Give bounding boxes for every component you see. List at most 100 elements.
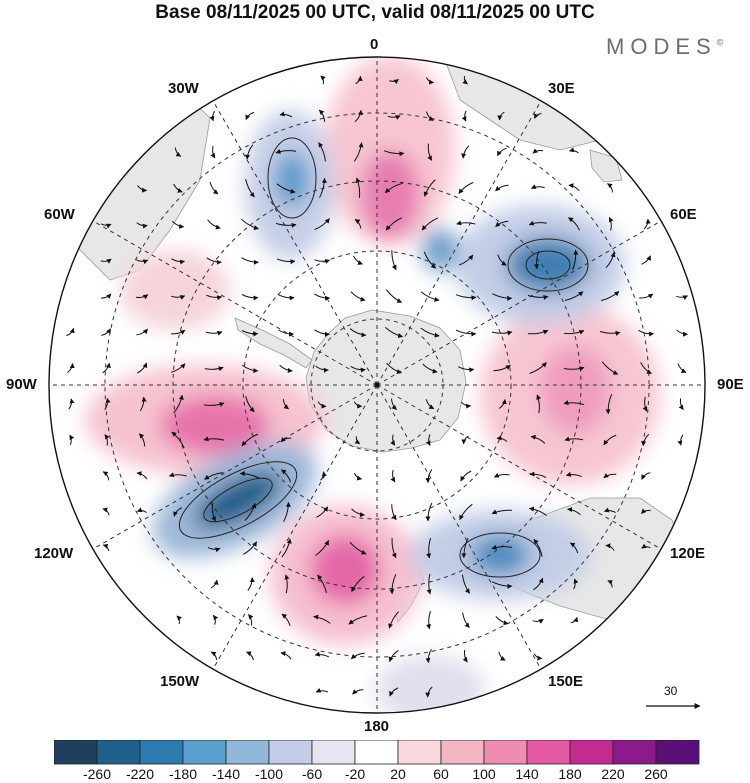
colorbar-tick-label: 260 <box>644 766 668 782</box>
wind-vector <box>491 581 513 589</box>
wind-vector <box>530 434 546 444</box>
wind-vector <box>391 398 397 410</box>
wind-vector <box>563 400 585 406</box>
wind-vector <box>423 251 437 269</box>
wind-vector <box>607 183 613 193</box>
wind-vector <box>493 364 511 372</box>
lon-label-90w: 90W <box>6 376 37 393</box>
wind-vector <box>203 402 225 407</box>
wind-vector <box>245 111 255 121</box>
wind-vector <box>495 184 509 192</box>
wind-vector <box>533 539 543 557</box>
wind-vector <box>171 220 185 229</box>
wind-vector <box>676 329 688 337</box>
wind-vector <box>210 651 218 661</box>
wind-vector <box>461 110 467 122</box>
wind-vector <box>136 471 148 480</box>
wind-vector <box>209 110 216 122</box>
wind-vector <box>315 365 329 373</box>
wind-vector <box>420 291 440 302</box>
wind-vector <box>280 469 292 483</box>
wind-vector <box>567 217 581 231</box>
wind-vector <box>677 363 687 373</box>
wind-vector <box>204 472 224 480</box>
wind-vector <box>564 291 584 301</box>
wind-vector <box>603 473 617 479</box>
south-pole-marker <box>374 382 380 388</box>
wind-vector <box>391 538 397 559</box>
wind-vector <box>351 508 365 518</box>
wind-vector <box>210 579 219 589</box>
wind-vector <box>241 364 259 374</box>
wind-vector <box>135 259 149 265</box>
wind-vector <box>570 616 579 624</box>
colorbar-swatch <box>268 740 313 765</box>
wind-vector <box>168 472 187 478</box>
wind-vector <box>498 399 507 409</box>
wind-vector <box>174 147 182 157</box>
colorbar <box>54 740 700 765</box>
wind-vector <box>241 257 259 265</box>
wind-vector <box>320 75 326 85</box>
wind-vector <box>170 363 186 373</box>
wind-vector <box>352 689 364 695</box>
wind-vector <box>136 328 148 336</box>
wind-vector <box>459 503 473 521</box>
wind-vector <box>176 615 182 625</box>
colorbar-tick-label: 140 <box>515 766 539 782</box>
wind-vector <box>239 471 260 479</box>
wind-vector <box>461 145 470 159</box>
wind-vector <box>246 651 254 661</box>
wind-vector <box>599 330 621 336</box>
colorbar-tick-label: -260 <box>82 766 112 782</box>
wind-vector <box>315 540 330 556</box>
wind-vector <box>569 542 579 554</box>
wind-vector <box>66 327 75 337</box>
wind-vector <box>171 431 185 449</box>
wind-vector <box>354 436 361 445</box>
wind-vector <box>533 251 540 270</box>
wind-vector <box>603 507 616 514</box>
wind-vector <box>641 472 651 480</box>
wind-vector <box>353 401 363 409</box>
wind-vector <box>638 329 654 337</box>
wind-vector <box>390 469 396 483</box>
wind-vector <box>457 366 475 373</box>
colorbar-tick-label: -220 <box>125 766 155 782</box>
wind-vector <box>353 255 363 265</box>
wind-vector <box>206 294 223 301</box>
wind-vector <box>491 330 513 336</box>
wind-vector <box>350 365 366 373</box>
wind-vector <box>462 612 470 628</box>
wind-vector <box>211 502 216 522</box>
colorbar-tick-label: 20 <box>390 766 406 782</box>
brand-logo: MODES© <box>606 34 723 60</box>
colorbar-swatch <box>612 740 657 765</box>
wind-vector <box>572 249 579 271</box>
wind-vector <box>425 399 435 410</box>
wind-vector <box>137 185 148 193</box>
wind-vector <box>383 150 405 157</box>
wind-vector <box>278 329 294 337</box>
wind-vector <box>497 111 505 121</box>
wind-vector <box>349 328 367 338</box>
wind-vector <box>100 223 112 229</box>
colorbar-swatch <box>225 740 270 765</box>
wind-vector <box>533 577 544 591</box>
colorbar-swatch <box>569 740 614 765</box>
wind-vector <box>391 504 397 521</box>
wind-vector <box>388 649 399 663</box>
wind-vector <box>104 397 111 410</box>
wind-vector <box>425 502 433 522</box>
wind-vector <box>281 613 291 627</box>
wind-vector <box>642 396 648 412</box>
colorbar-tick-label: 180 <box>558 766 582 782</box>
wind-vector <box>458 182 474 194</box>
wind-vector <box>204 366 224 372</box>
wind-vector <box>534 113 542 119</box>
wind-vector <box>102 362 111 374</box>
wind-vector <box>678 398 684 410</box>
polar-map <box>48 56 706 714</box>
wind-vector <box>607 580 613 588</box>
wind-vector <box>350 291 366 302</box>
